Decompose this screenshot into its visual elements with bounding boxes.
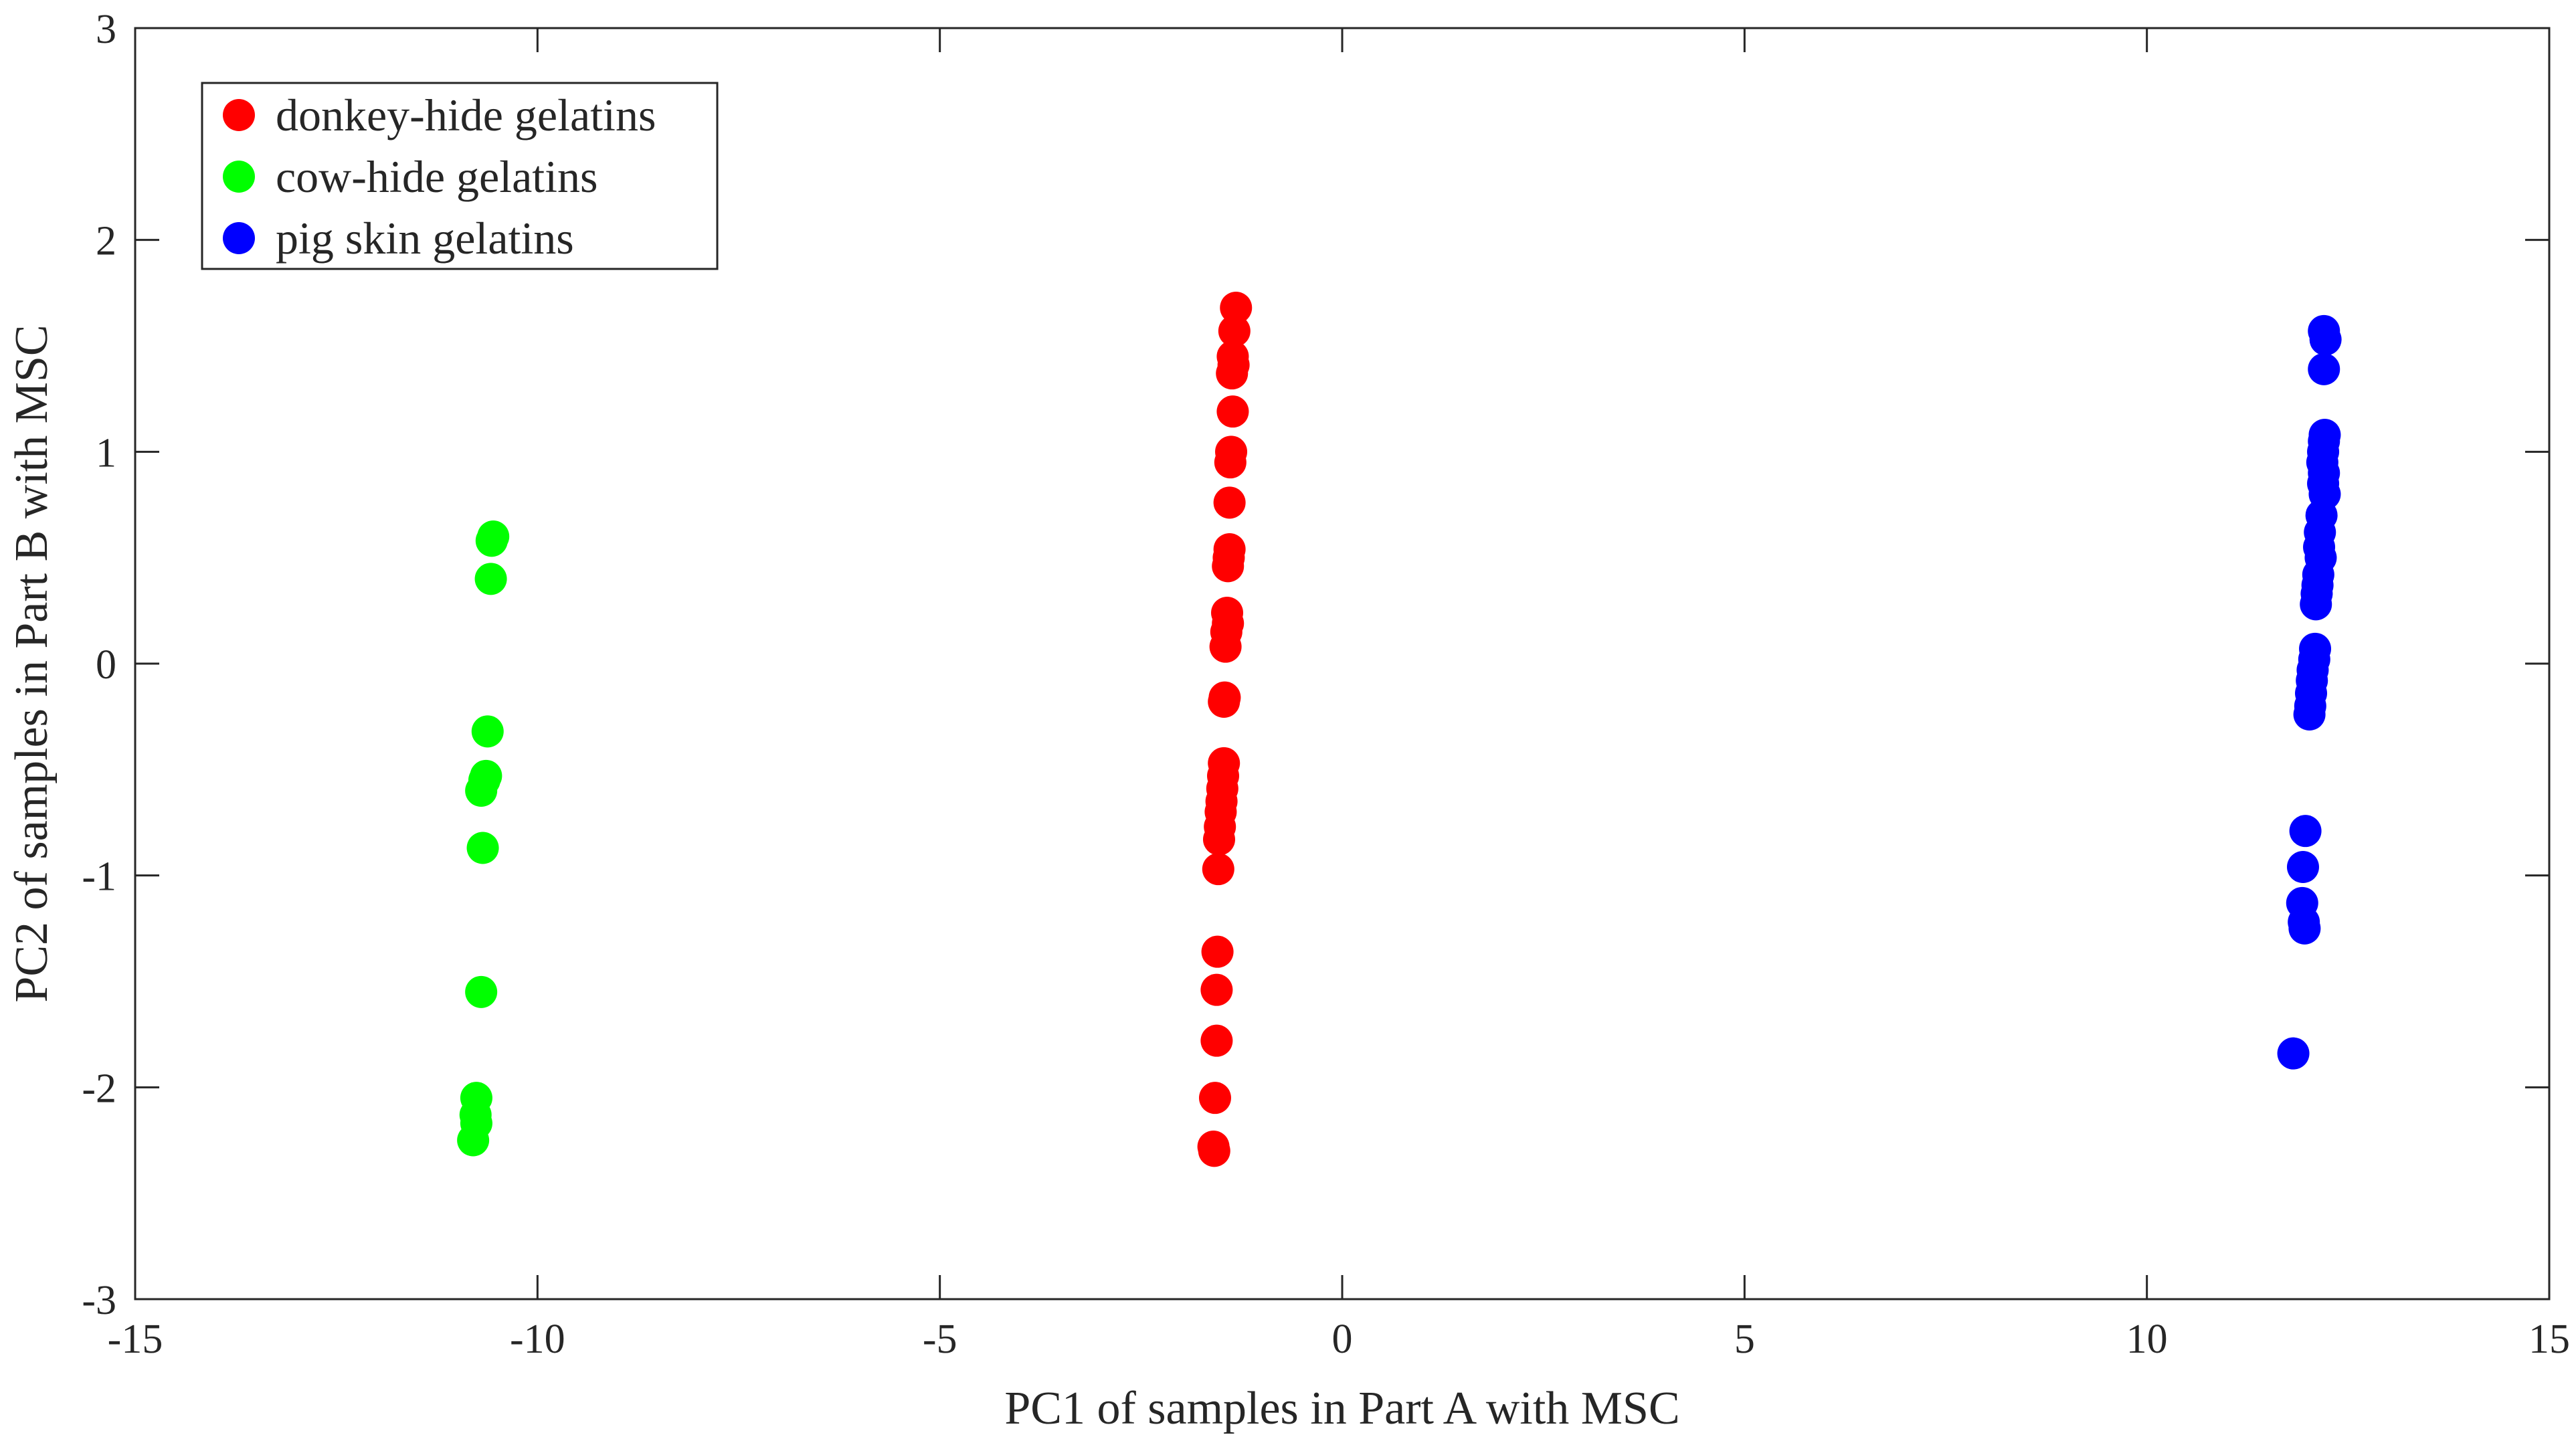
data-point-donkey-hide-gelatins (1202, 853, 1234, 886)
data-points (457, 292, 2342, 1167)
x-axis-title: PC1 of samples in Part A with MSC (1004, 1383, 1679, 1434)
data-point-donkey-hide-gelatins (1216, 357, 1249, 390)
legend-marker-pig (223, 222, 255, 254)
legend: donkey-hide gelatins cow-hide gelatins p… (201, 82, 719, 270)
data-point-pig-skin-gelatins (2289, 815, 2322, 848)
y-tick-label: -2 (82, 1066, 116, 1111)
data-point-donkey-hide-gelatins (1218, 314, 1251, 347)
data-point-donkey-hide-gelatins (1214, 446, 1247, 479)
data-point-cow-hide-gelatins (457, 1124, 490, 1157)
data-point-cow-hide-gelatins (474, 563, 507, 595)
y-tick-label: -1 (82, 854, 116, 900)
legend-label-donkey: donkey-hide gelatins (276, 90, 656, 140)
y-tick-label: 0 (96, 642, 116, 688)
legend-label-pig: pig skin gelatins (276, 213, 574, 264)
x-tick-label: 15 (2528, 1317, 2570, 1362)
data-point-donkey-hide-gelatins (1202, 823, 1235, 856)
data-point-pig-skin-gelatins (2308, 353, 2340, 385)
data-point-donkey-hide-gelatins (1216, 395, 1249, 428)
y-tick-label: 2 (96, 219, 116, 264)
y-tick-label: 1 (96, 430, 116, 476)
data-point-donkey-hide-gelatins (1200, 1024, 1233, 1057)
data-point-donkey-hide-gelatins (1212, 550, 1245, 583)
x-tick-label: -10 (510, 1317, 565, 1362)
y-axis-title: PC2 of samples in Part B with MSC (6, 324, 58, 1002)
legend-marker-cow (223, 161, 255, 193)
data-point-pig-skin-gelatins (2277, 1037, 2310, 1070)
y-tick-label: -3 (82, 1278, 116, 1323)
data-point-donkey-hide-gelatins (1198, 1135, 1230, 1167)
data-point-pig-skin-gelatins (2300, 588, 2332, 621)
x-axis: -15 -10 -5 0 5 10 15 (108, 28, 2570, 1362)
x-tick-label: -15 (108, 1317, 163, 1362)
data-point-donkey-hide-gelatins (1220, 292, 1253, 324)
legend-box (201, 82, 719, 270)
y-tick-label: 3 (96, 7, 116, 52)
legend-marker-donkey (223, 99, 255, 131)
data-point-donkey-hide-gelatins (1213, 486, 1246, 519)
data-point-donkey-hide-gelatins (1201, 935, 1234, 968)
data-point-pig-skin-gelatins (2288, 912, 2321, 945)
data-point-donkey-hide-gelatins (1209, 630, 1242, 663)
data-point-donkey-hide-gelatins (1208, 686, 1240, 718)
x-tick-label: -5 (923, 1317, 957, 1362)
x-tick-label: 10 (2126, 1317, 2168, 1362)
data-point-donkey-hide-gelatins (1198, 1082, 1231, 1115)
data-point-cow-hide-gelatins (465, 775, 498, 807)
x-tick-label: 5 (1734, 1317, 1755, 1362)
data-point-cow-hide-gelatins (475, 524, 508, 557)
data-point-pig-skin-gelatins (2293, 698, 2326, 731)
data-point-pig-skin-gelatins (2309, 323, 2342, 356)
data-point-cow-hide-gelatins (465, 975, 498, 1008)
legend-label-cow: cow-hide gelatins (276, 151, 598, 202)
data-point-donkey-hide-gelatins (1200, 973, 1233, 1006)
x-tick-label: 0 (1332, 1317, 1353, 1362)
y-axis: -3 -2 -1 0 1 2 3 (82, 7, 2549, 1323)
data-point-cow-hide-gelatins (471, 715, 504, 748)
data-point-cow-hide-gelatins (466, 832, 499, 864)
data-point-pig-skin-gelatins (2286, 851, 2319, 883)
